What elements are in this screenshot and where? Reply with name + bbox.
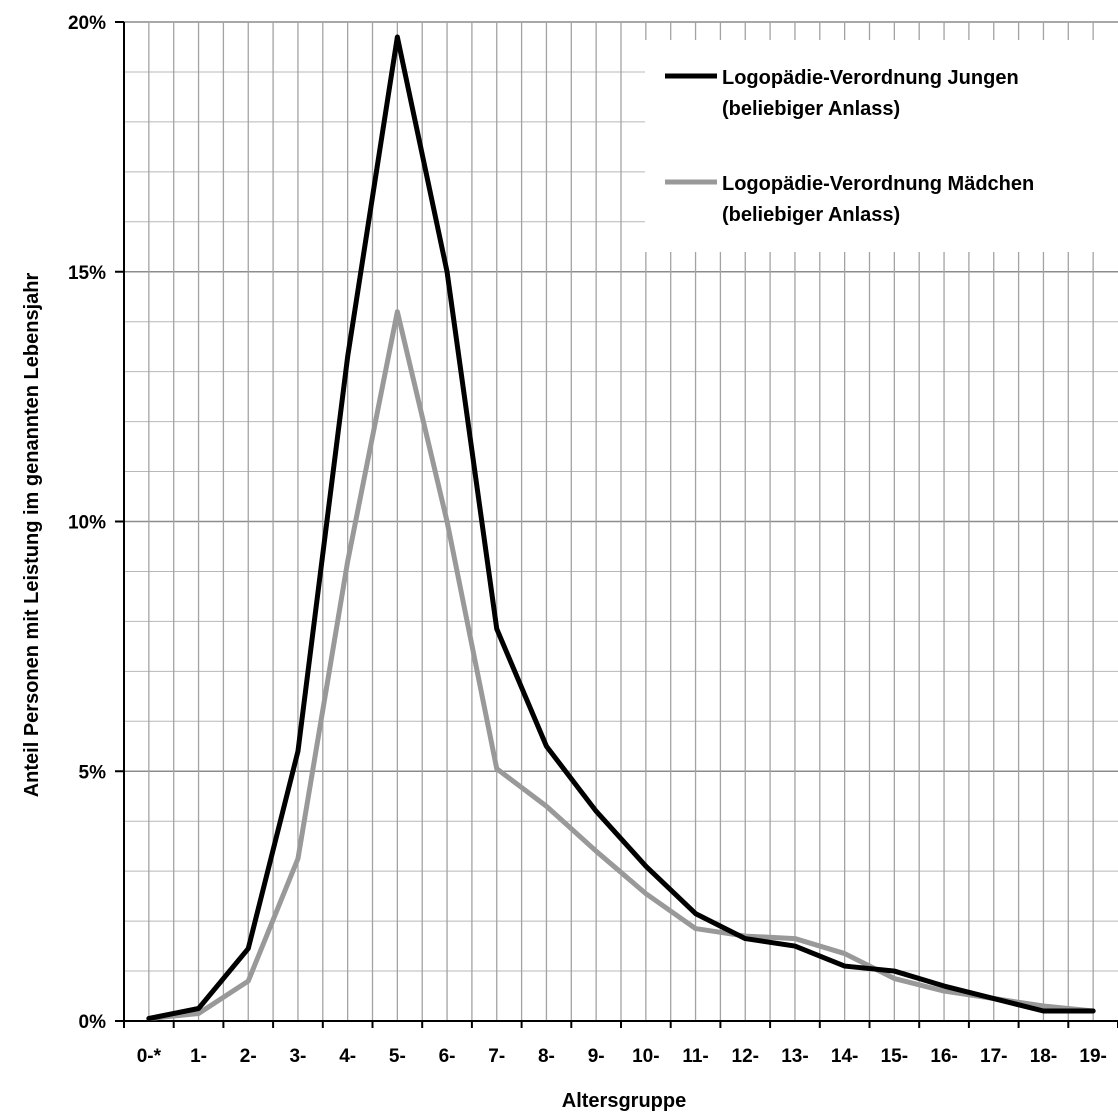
x-tick-label: 8- [538, 1046, 555, 1067]
x-tick-label: 15- [881, 1046, 908, 1067]
legend: Logopädie-Verordnung Jungen (beliebiger … [645, 40, 1118, 252]
x-tick-label: 17- [980, 1046, 1007, 1067]
x-tick-label: 7- [488, 1046, 505, 1067]
tick-labels: 0% 5% 10% 15% 20% 0-* 1- 2- 3- 4- 5- 6- 7- 8- 9- 10- 11-… [68, 13, 1107, 1067]
y-tick-label: 10% [68, 513, 106, 534]
legend-box [645, 40, 1118, 252]
y-tick-label: 0% [79, 1012, 107, 1033]
x-tick-label: 0-* [137, 1046, 162, 1067]
legend-label-jungen-line2: (beliebiger Anlass) [722, 98, 900, 120]
axes [115, 21, 1118, 1028]
series-line-maedchen [146, 309, 1096, 1021]
y-tick-label: 20% [68, 13, 106, 34]
x-tick-label: 18- [1030, 1046, 1057, 1067]
x-tick-label: 9- [588, 1046, 605, 1067]
legend-label-jungen: Logopädie-Verordnung Jungen [722, 67, 1019, 89]
legend-label-maedchen: Logopädie-Verordnung Mädchen [722, 173, 1034, 195]
x-tick-label: 13- [781, 1046, 808, 1067]
x-axis-title: Altersgruppe [562, 1090, 686, 1112]
x-tick-label: 14- [831, 1046, 858, 1067]
y-tick-label: 15% [68, 263, 106, 284]
series-line-jungen [146, 34, 1096, 1021]
y-axis-title: Anteil Personen mit Leistung im genannte… [21, 273, 43, 798]
legend-label-maedchen-line2: (beliebiger Anlass) [722, 204, 900, 226]
x-tick-label: 2- [240, 1046, 257, 1067]
x-tick-label: 12- [732, 1046, 759, 1067]
x-tick-label: 10- [632, 1046, 659, 1067]
x-tick-label: 3- [289, 1046, 306, 1067]
x-tick-label: 5- [389, 1046, 406, 1067]
x-tick-label: 19- [1079, 1046, 1106, 1067]
x-tick-label: 16- [930, 1046, 957, 1067]
x-tick-label: 6- [439, 1046, 456, 1067]
series-lines [146, 34, 1096, 1021]
x-tick-label: 11- [682, 1046, 708, 1067]
x-tick-label: 1- [190, 1046, 207, 1067]
y-tick-label: 5% [79, 762, 107, 783]
x-tick-label: 4- [339, 1046, 356, 1067]
